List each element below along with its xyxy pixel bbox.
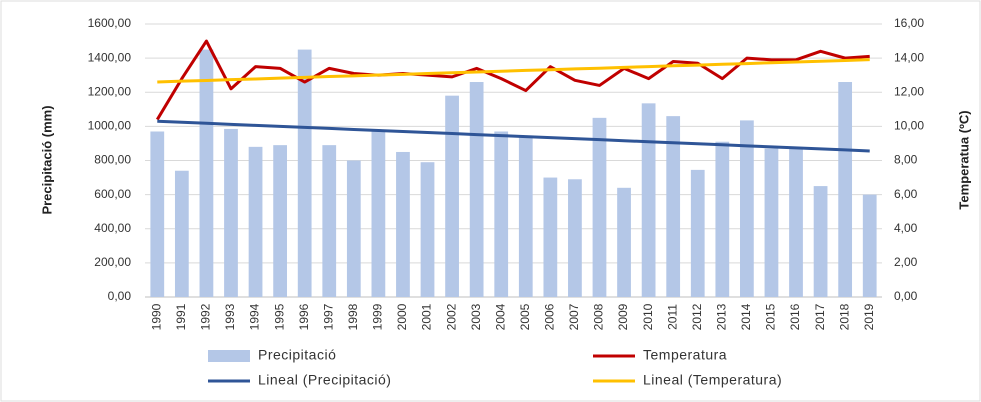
y2-tick-label: 10,00 <box>894 119 924 133</box>
x-tick-label: 1990 <box>149 303 163 330</box>
y2-tick-label: 14,00 <box>894 50 924 64</box>
bar <box>150 131 165 297</box>
bar <box>690 169 705 297</box>
bar <box>543 177 558 297</box>
bar <box>248 146 263 297</box>
x-tick-label: 2004 <box>493 303 507 330</box>
y2-tick-label: 16,00 <box>894 16 924 30</box>
bar <box>568 179 582 297</box>
y-tick-label: 600,00 <box>94 187 131 201</box>
x-tick-label: 1994 <box>248 303 262 330</box>
bar <box>445 95 459 297</box>
y-tick-label: 1400,00 <box>88 50 132 64</box>
x-tick-label: 2000 <box>395 303 409 330</box>
x-tick-label: 2009 <box>616 303 630 330</box>
bar <box>494 131 509 297</box>
x-tick-label: 2002 <box>444 303 458 330</box>
bar <box>273 145 287 297</box>
bar <box>862 194 877 297</box>
y-axis-label: Precipitació (mm) <box>39 105 54 214</box>
x-tick-label: 1995 <box>272 303 286 330</box>
legend-label: Precipitació <box>258 347 336 363</box>
x-tick-label: 2019 <box>862 303 876 330</box>
x-tick-label: 1997 <box>321 303 335 330</box>
bar <box>592 117 607 297</box>
x-tick-label: 1998 <box>346 303 360 330</box>
y2-tick-label: 0,00 <box>894 289 918 303</box>
x-tick-label: 2018 <box>837 303 851 330</box>
y2-axis-label: Temperatua (ºC) <box>956 110 971 209</box>
bar <box>715 141 730 297</box>
bar <box>346 160 361 297</box>
bar <box>469 82 484 297</box>
x-tick-label: 1991 <box>174 303 188 330</box>
bar <box>789 148 803 297</box>
x-tick-label: 2013 <box>714 303 728 330</box>
line <box>157 119 870 153</box>
x-tick-label: 2010 <box>641 303 655 330</box>
line <box>157 58 870 84</box>
bar <box>838 82 853 297</box>
x-tick-label: 2015 <box>764 303 778 330</box>
bar <box>396 151 410 297</box>
bar <box>641 103 656 297</box>
x-tick-label: 2017 <box>813 303 827 330</box>
bar <box>297 49 312 297</box>
x-tick-label: 1993 <box>223 303 237 330</box>
x-tick-label: 2001 <box>420 303 434 330</box>
x-tick-label: 2012 <box>690 303 704 330</box>
x-tick-label: 2005 <box>518 303 532 330</box>
y-tick-label: 1200,00 <box>88 84 132 98</box>
y2-tick-label: 6,00 <box>894 187 918 201</box>
y-tick-label: 1600,00 <box>88 16 132 30</box>
x-tick-label: 2007 <box>567 303 581 330</box>
bar <box>322 145 337 297</box>
y-tick-label: 0,00 <box>108 289 132 303</box>
bar <box>764 148 779 297</box>
bar <box>224 128 238 297</box>
x-tick-label: 1992 <box>199 303 213 330</box>
y2-tick-label: 4,00 <box>894 221 918 235</box>
y2-tick-label: 2,00 <box>894 255 918 269</box>
y2-tick-label: 8,00 <box>894 153 918 167</box>
line <box>155 39 870 121</box>
bar <box>813 186 828 297</box>
bar <box>617 187 631 297</box>
bar <box>371 129 386 297</box>
y2-tick-label: 12,00 <box>894 84 924 98</box>
x-tick-label: 2003 <box>469 303 483 330</box>
bar <box>740 120 754 297</box>
legend-label: Lineal (Precipitació) <box>258 372 391 388</box>
bar <box>199 49 214 297</box>
y-tick-label: 400,00 <box>94 221 131 235</box>
x-tick-label: 1996 <box>297 303 311 330</box>
x-tick-label: 2014 <box>739 303 753 330</box>
x-tick-label: 2008 <box>592 303 606 330</box>
x-tick-label: 2006 <box>543 303 557 330</box>
y-tick-label: 1000,00 <box>88 119 132 133</box>
bar <box>518 136 533 297</box>
bar <box>666 116 681 297</box>
bar <box>174 170 189 297</box>
legend-label: Temperatura <box>643 347 727 363</box>
x-tick-label: 1999 <box>371 303 385 330</box>
y-tick-label: 800,00 <box>94 153 131 167</box>
x-tick-label: 2016 <box>788 303 802 330</box>
bar <box>420 162 435 297</box>
legend-swatch <box>208 350 250 362</box>
legend-label: Lineal (Temperatura) <box>643 372 782 388</box>
x-tick-label: 2011 <box>665 304 679 330</box>
y-tick-label: 200,00 <box>94 255 131 269</box>
